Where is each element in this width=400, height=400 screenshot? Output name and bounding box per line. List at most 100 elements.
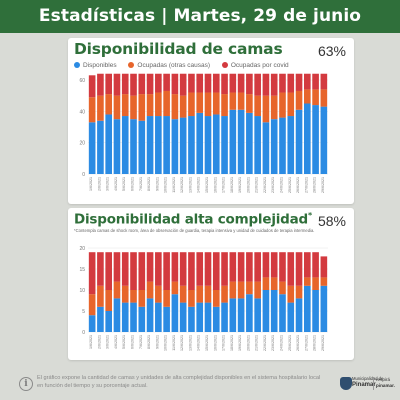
bar-segment (204, 302, 212, 332)
bar-segment (270, 95, 278, 120)
bar-segment (188, 290, 195, 307)
bar-segment (138, 94, 146, 121)
footer-info-text: El gráfico expone la cantidad de camas y… (37, 375, 321, 389)
high-complexity-card: 0 5 10 15 20 1/6/2021 2/6/2021 3/6/2021 4/6/2021… (68, 208, 354, 360)
y-tick-label: 20 (79, 246, 85, 252)
x-tick-label: 4/6/2021 (114, 335, 118, 349)
bar-segment (171, 281, 179, 295)
bar-segment (279, 73, 286, 93)
bar-segment (130, 95, 137, 120)
chart-legend: Disponibles Ocupadas (otras causas) Ocup… (74, 62, 299, 69)
bar-segment (88, 122, 96, 174)
x-tick-label: 5/6/2021 (122, 335, 126, 349)
legend-item-disponibles: Disponibles (74, 62, 117, 69)
bar-segment (304, 252, 311, 278)
municipality-seal-icon (340, 377, 352, 390)
bar-segment (146, 281, 154, 299)
x-tick-label: 16/6/2021 (213, 177, 217, 193)
bar-segment (113, 281, 121, 299)
x-tick-label: 1/6/2021 (89, 177, 93, 191)
y-tick-label: 0 (82, 330, 85, 336)
x-tick-label: 10/6/2021 (164, 177, 168, 193)
bar-segment (196, 73, 204, 93)
bar-segment (287, 73, 295, 93)
x-tick-label: 28/6/2021 (313, 177, 317, 193)
bar-segment (113, 95, 121, 120)
x-tick-label: 8/6/2021 (147, 177, 151, 191)
bar-segment (312, 89, 319, 106)
bar-segment (113, 73, 121, 96)
x-tick-label: 14/6/2021 (197, 335, 201, 351)
high-complexity-percentage: 58% (317, 213, 346, 229)
bar-segment (146, 73, 154, 95)
bar-segment (320, 256, 328, 278)
bar-segment (312, 252, 319, 278)
bar-segment (221, 252, 228, 286)
bar-segment (295, 298, 303, 332)
bar-segment (237, 298, 245, 332)
bar-segment (237, 281, 245, 299)
x-tick-label: 29/6/2021 (321, 177, 325, 193)
bar-segment (163, 90, 170, 117)
bar-segment (163, 116, 170, 174)
bar-segment (204, 252, 212, 286)
bar-segment (196, 285, 204, 303)
bar-segment (221, 116, 228, 174)
legend-item-covid: Ocupadas por covid (221, 62, 289, 69)
bar-segment (204, 73, 212, 93)
x-tick-label: 21/6/2021 (255, 177, 259, 193)
bar-segment (287, 252, 295, 286)
bar-segment (105, 114, 112, 174)
brand-top-text: respirá (376, 377, 391, 382)
bar-segment (229, 298, 237, 332)
beds-percentage: 63% (317, 43, 346, 59)
bar-segment (229, 281, 237, 299)
x-tick-label: 29/6/2021 (321, 335, 325, 351)
x-tick-label: 14/6/2021 (197, 177, 201, 193)
bar-segment (179, 252, 187, 286)
x-tick-label: 23/6/2021 (271, 335, 275, 351)
bar-segment (155, 302, 162, 332)
bar-segment (262, 95, 270, 123)
x-tick-label: 6/6/2021 (131, 335, 135, 349)
brand-name: pinamar. (376, 383, 395, 388)
bar-segment (97, 73, 104, 96)
beds-availability-chart: 0 20 40 60 1/6/2021 2/6/2021 3/6/2021 4/6/2021 5… (79, 73, 328, 193)
x-tick-label: 25/6/2021 (288, 335, 292, 351)
municipality-logo: Municipalidad de Pinamar (352, 376, 383, 388)
bar-segment (229, 252, 237, 282)
bar-segment (188, 306, 195, 332)
legend-label: Ocupadas por covid (230, 62, 289, 69)
x-tick-label: 24/6/2021 (279, 335, 283, 351)
bar-segment (121, 94, 129, 117)
page-footer: i El gráfico expone la cantidad de camas… (0, 368, 400, 400)
bar-segment (138, 252, 146, 290)
municipality-top-text: Municipalidad de (352, 376, 384, 381)
bar-segment (97, 120, 104, 174)
chart-footnote: *Contempla camas de shock room, área de … (74, 228, 315, 233)
y-tick-label: 20 (79, 141, 85, 147)
bar-segment (212, 114, 220, 174)
bar-segment (188, 92, 195, 117)
bar-segment (287, 116, 295, 174)
bar-segment (237, 109, 245, 174)
bar-segment (88, 97, 96, 123)
bar-segment (237, 252, 245, 282)
x-tick-label: 13/6/2021 (188, 177, 192, 193)
bar-segment (295, 109, 303, 174)
bar-segment (97, 95, 104, 121)
bar-segment (295, 285, 303, 299)
bar-segment (171, 94, 179, 120)
bar-segment (130, 119, 137, 174)
legend-item-ocupadas: Ocupadas (otras causas) (128, 62, 210, 69)
x-tick-label: 23/6/2021 (271, 177, 275, 193)
bar-segment (270, 290, 278, 332)
bar-segment (270, 119, 278, 174)
bar-segment (105, 311, 112, 332)
bar-segment (295, 90, 303, 110)
bar-segment (229, 92, 237, 110)
bar-segment (279, 92, 286, 118)
x-tick-label: 15/6/2021 (205, 335, 209, 351)
bar-segment (304, 73, 311, 90)
bar-segment (287, 285, 295, 303)
